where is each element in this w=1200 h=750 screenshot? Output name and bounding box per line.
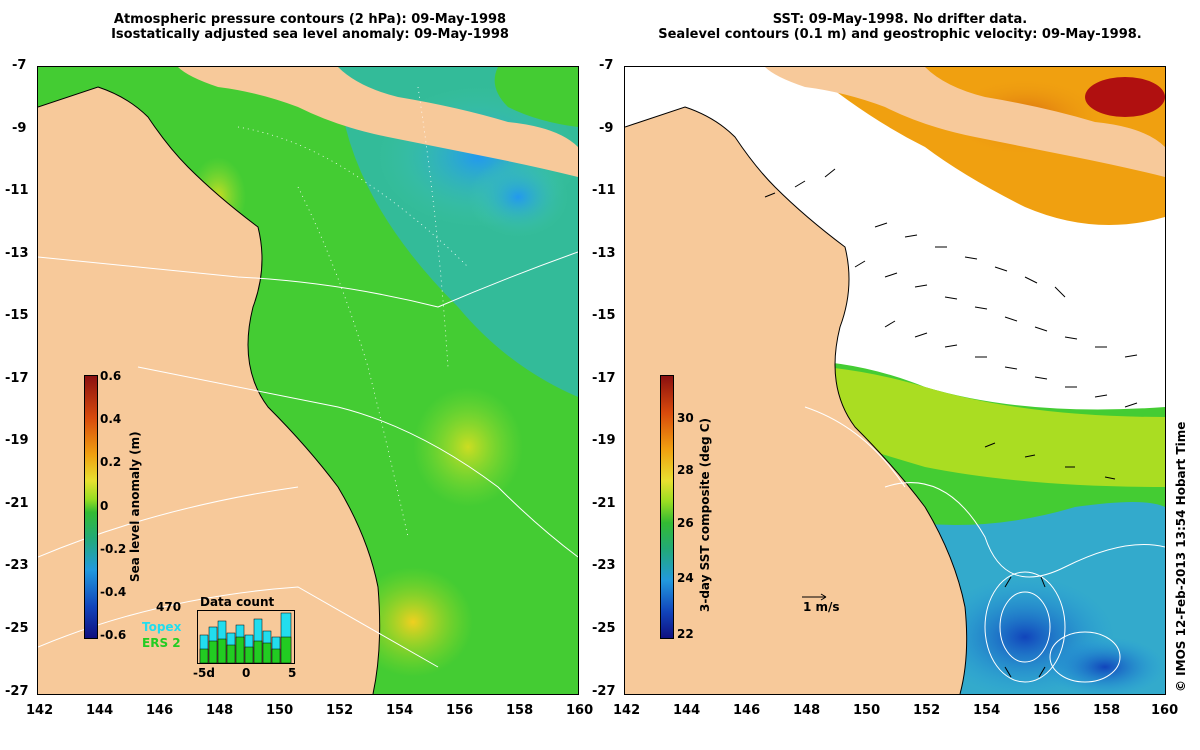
- right-title-line2: Sealevel contours (0.1 m) and geostrophi…: [658, 27, 1142, 42]
- left-x-tick: 142: [26, 703, 54, 718]
- sla-tick-4: -0.2: [100, 542, 127, 556]
- sst-tick-0: 30: [677, 411, 694, 425]
- right-x-tick: 152: [913, 703, 941, 718]
- right-x-tick: 144: [673, 703, 701, 718]
- right-x-tick: 156: [1033, 703, 1061, 718]
- data-count-bars: [199, 612, 292, 664]
- sla-colorbar-label: Sea level anomaly (m): [128, 431, 142, 582]
- inset-xtick-0: -5d: [193, 666, 215, 680]
- right-x-tick: 146: [733, 703, 761, 718]
- sla-tick-2: 0.2: [100, 455, 122, 469]
- velocity-scale-label: 1 m/s: [803, 600, 840, 614]
- left-y-tick: -17: [5, 371, 29, 386]
- sla-tick-0: 0.6: [100, 369, 122, 383]
- inset-title: Data count: [200, 595, 275, 609]
- right-y-tick: -27: [592, 684, 616, 699]
- left-x-tick: 158: [506, 703, 534, 718]
- right-y-tick: -15: [592, 308, 616, 323]
- right-map-panel: [624, 66, 1166, 695]
- left-y-tick: -15: [5, 308, 29, 323]
- sst-tick-4: 22: [677, 627, 694, 641]
- sla-tick-6: -0.6: [100, 628, 127, 642]
- right-x-tick: 150: [853, 703, 881, 718]
- left-title-line1: Atmospheric pressure contours (2 hPa): 0…: [113, 12, 507, 27]
- inset-xtick-1: 0: [242, 666, 251, 680]
- sst-colorbar: [660, 375, 674, 639]
- left-y-tick: -25: [5, 621, 29, 636]
- sst-tick-1: 28: [677, 463, 694, 477]
- left-x-tick: 152: [326, 703, 354, 718]
- left-map-panel: [37, 66, 579, 695]
- right-y-tick: -25: [592, 621, 616, 636]
- left-x-tick: 156: [446, 703, 474, 718]
- right-y-tick: -7: [599, 58, 614, 73]
- right-title-line1: SST: 09-May-1998. No drifter data.: [772, 12, 1028, 27]
- imos-credit: © IMOS 12-Feb-2013 13:54 Hobart Time: [1174, 421, 1188, 692]
- right-x-tick: 154: [973, 703, 1001, 718]
- sea-level-anomaly-map: [38, 67, 578, 694]
- left-x-tick: 154: [386, 703, 414, 718]
- velocity-scale-arrow: [802, 593, 827, 601]
- data-count-inset: [197, 610, 295, 664]
- left-x-tick: 144: [86, 703, 114, 718]
- right-x-tick: 158: [1093, 703, 1121, 718]
- sla-tick-5: -0.4: [100, 585, 127, 599]
- right-y-tick: -19: [592, 433, 616, 448]
- left-x-tick: 146: [146, 703, 174, 718]
- sst-tick-3: 24: [677, 571, 694, 585]
- right-y-tick: -11: [592, 183, 616, 198]
- right-x-tick: 142: [613, 703, 641, 718]
- left-y-tick: -19: [5, 433, 29, 448]
- inset-legend-topex: Topex: [142, 620, 182, 634]
- left-y-tick: -9: [12, 121, 27, 136]
- inset-legend-ers: ERS 2: [142, 636, 181, 650]
- left-y-tick: -7: [12, 58, 27, 73]
- sst-map: [625, 67, 1165, 694]
- right-y-tick: -9: [599, 121, 614, 136]
- left-title: Atmospheric pressure contours (2 hPa): 0…: [40, 12, 580, 42]
- left-y-tick: -27: [5, 684, 29, 699]
- velocity-vectors: [764, 168, 1138, 678]
- sla-tick-1: 0.4: [100, 412, 122, 426]
- left-y-tick: -21: [5, 496, 29, 511]
- left-y-tick: -11: [5, 183, 29, 198]
- right-x-tick: 148: [793, 703, 821, 718]
- left-x-tick: 150: [266, 703, 294, 718]
- right-title: SST: 09-May-1998. No drifter data. Seale…: [620, 12, 1180, 42]
- left-x-tick: 148: [206, 703, 234, 718]
- inset-xtick-2: 5: [288, 666, 297, 680]
- sst-colorbar-label: 3-day SST composite (deg C): [698, 417, 712, 612]
- right-y-tick: -17: [592, 371, 616, 386]
- left-y-tick: -13: [5, 246, 29, 261]
- sla-colorbar: [84, 375, 98, 639]
- right-y-tick: -13: [592, 246, 616, 261]
- sst-tick-2: 26: [677, 516, 694, 530]
- sla-tick-3: 0: [100, 499, 109, 513]
- right-y-tick: -21: [592, 496, 616, 511]
- right-y-tick: -23: [592, 558, 616, 573]
- left-title-line2: Isostatically adjusted sea level anomaly…: [111, 27, 509, 42]
- left-x-tick: 160: [566, 703, 594, 718]
- right-x-tick: 160: [1151, 703, 1179, 718]
- left-y-tick: -23: [5, 558, 29, 573]
- inset-max-label: 470: [156, 600, 182, 614]
